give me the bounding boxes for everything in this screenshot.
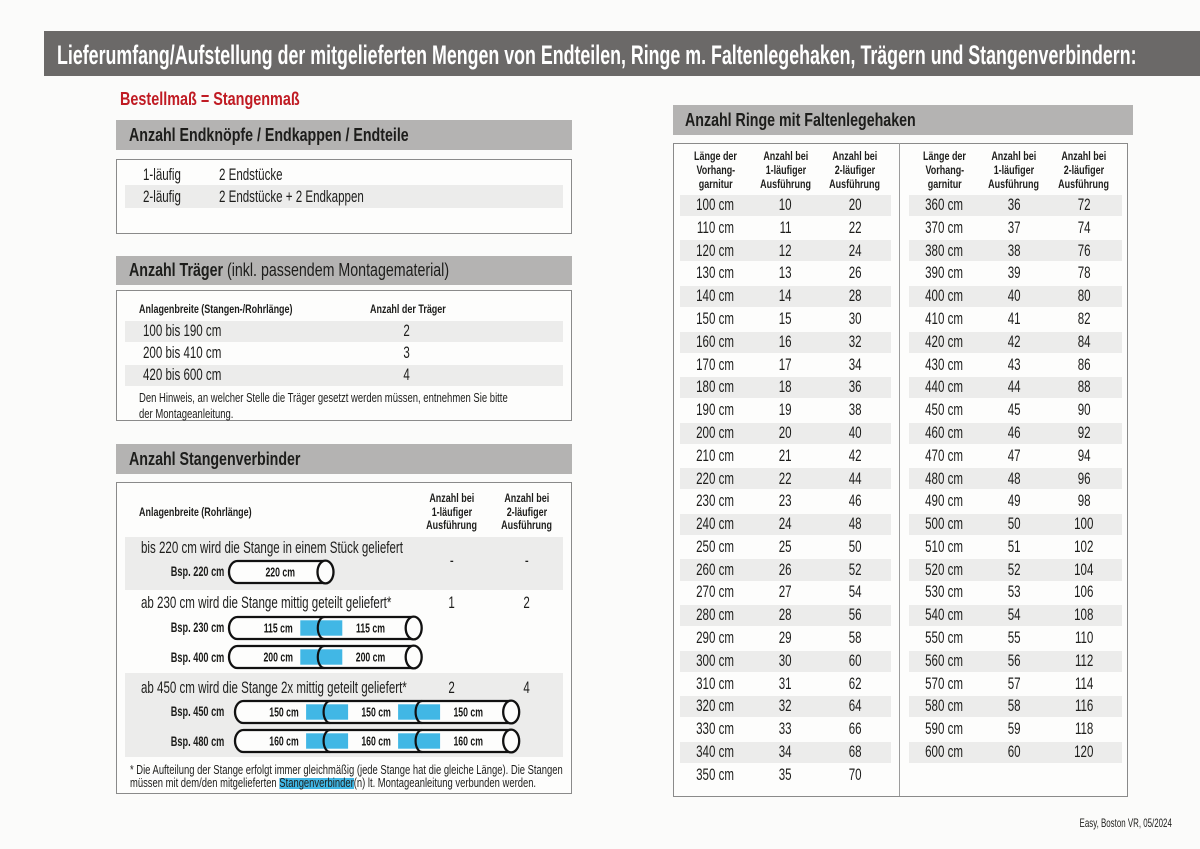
svg-text:115 cm: 115 cm <box>356 621 385 635</box>
svg-text:115 cm: 115 cm <box>264 621 293 635</box>
svg-text:150 cm: 150 cm <box>361 706 391 720</box>
svg-text:150 cm: 150 cm <box>453 706 483 720</box>
svg-text:150 cm: 150 cm <box>269 706 299 720</box>
svg-text:160 cm: 160 cm <box>269 735 299 749</box>
svg-text:200 cm: 200 cm <box>356 651 386 665</box>
svg-text:220 cm: 220 cm <box>266 566 296 580</box>
svg-text:160 cm: 160 cm <box>453 735 483 749</box>
svg-text:200 cm: 200 cm <box>264 651 294 665</box>
svg-text:160 cm: 160 cm <box>361 735 391 749</box>
